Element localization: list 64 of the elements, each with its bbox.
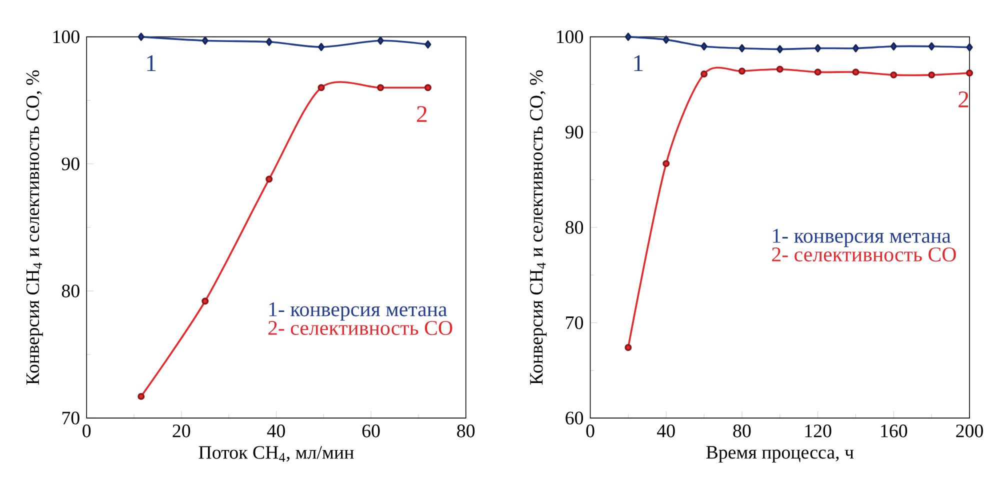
y-tick-label: 100 xyxy=(53,30,80,44)
point xyxy=(814,68,822,76)
point xyxy=(814,44,822,52)
annotation: 1 xyxy=(634,55,643,72)
point xyxy=(852,44,860,52)
point xyxy=(318,84,325,92)
point xyxy=(624,344,632,352)
point xyxy=(318,43,325,52)
point xyxy=(700,42,708,51)
point xyxy=(776,66,784,73)
y-tick-label: 90 xyxy=(62,158,80,170)
point xyxy=(738,68,746,75)
x-tick-label: 0 xyxy=(586,424,594,438)
text: 2- селективность CO xyxy=(772,248,956,262)
x-tick-label: 40 xyxy=(657,424,675,438)
text: 1- конверсия метана xyxy=(269,302,447,321)
x-tick-label: 40 xyxy=(267,424,285,438)
text: 1- конверсия метана xyxy=(773,228,951,248)
annotation: 2 xyxy=(417,106,427,122)
point xyxy=(700,70,708,78)
x-tick-label: 120 xyxy=(805,424,832,438)
point xyxy=(424,40,432,49)
x-tick-label: 80 xyxy=(457,424,475,438)
point xyxy=(424,84,432,92)
point xyxy=(966,43,973,52)
point xyxy=(138,393,145,400)
y-tick-label: 60 xyxy=(566,412,584,425)
text: 2- селективность CO xyxy=(268,321,452,336)
point xyxy=(890,72,898,79)
point xyxy=(202,298,209,305)
x-tick-label: 80 xyxy=(733,424,751,438)
y-axis-title: Конверсия CH$_{4}$ и селективность CO, % xyxy=(530,70,547,385)
x-axis-title: Время процесса, ч xyxy=(706,446,854,463)
point xyxy=(377,36,384,45)
point xyxy=(776,45,784,54)
y-tick-label: 70 xyxy=(566,316,584,330)
y-axis-title: Конверсия CH$_{4}$ и селективность CO, % xyxy=(26,70,43,385)
point xyxy=(377,84,384,92)
y-tick-label: 80 xyxy=(566,221,584,234)
point xyxy=(966,70,973,77)
point xyxy=(266,38,272,46)
x-axis-title: Поток CH$_{4}$, мл/мин xyxy=(198,446,354,462)
y-tick-label: 80 xyxy=(62,284,80,298)
point xyxy=(624,32,632,41)
x-tick-label: 20 xyxy=(172,424,190,438)
point xyxy=(138,32,144,42)
point xyxy=(266,176,273,183)
point xyxy=(662,36,670,44)
point xyxy=(738,44,746,52)
point xyxy=(890,42,897,51)
point xyxy=(662,160,670,168)
x-tick-label: 0 xyxy=(82,424,91,438)
y-tick-label: 70 xyxy=(62,412,80,425)
point xyxy=(928,42,935,51)
y-tick-label: 90 xyxy=(565,126,584,139)
point xyxy=(928,72,936,79)
x-tick-label: 60 xyxy=(362,424,380,438)
x-tick-label: 200 xyxy=(956,424,983,438)
annotation: 2 xyxy=(958,92,968,108)
annotation: 1 xyxy=(147,55,156,72)
point xyxy=(202,36,208,45)
y-tick-label: 100 xyxy=(557,30,584,44)
point xyxy=(852,68,860,76)
x-tick-label: 160 xyxy=(881,424,908,438)
